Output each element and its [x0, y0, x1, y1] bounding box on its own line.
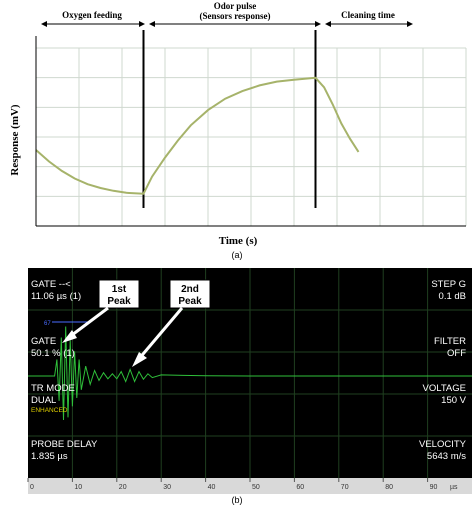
- probe-delay-label: PROBE DELAY: [31, 439, 98, 450]
- tr-mode-value: DUAL: [31, 395, 56, 406]
- scope-tick-label-0: 0: [30, 484, 34, 491]
- callout-arrowhead-first: [62, 330, 77, 343]
- voltage-label: VOLTAGE: [423, 383, 466, 394]
- callout-first-line1: 1st: [112, 284, 127, 295]
- callout-box-second: [169, 279, 211, 309]
- step-label: STEP G: [431, 279, 466, 290]
- panel-b-ultrasonic-screen: 67 GATE --< 11.06 µs (1) GATE 50.1 % (1)…: [27, 268, 472, 505]
- tr-mode-sub: ENHANCED: [31, 407, 68, 414]
- probe-delay-value: 1.835 µs: [31, 451, 68, 462]
- callout-box-first: [98, 279, 140, 309]
- scope-grid: [28, 268, 472, 478]
- gate1-value: 11.06 µs (1): [31, 291, 81, 302]
- phase-label-odor-sub: (Sensors response): [199, 11, 270, 21]
- phase-label-oxygen: Oxygen feeding: [62, 10, 122, 20]
- velocity-value: 5643 m/s: [427, 451, 466, 462]
- phase-boundary-lines: [142, 30, 317, 208]
- panel-a-caption: (a): [232, 250, 243, 260]
- panel-a-x-label: Time (s): [219, 235, 258, 247]
- callout-second-line2: Peak: [178, 296, 202, 307]
- scope-tick-label-9: 90: [430, 484, 438, 491]
- gate-marker-label: 67: [44, 321, 51, 327]
- scope-tick-label-2: 20: [119, 484, 127, 491]
- scope-tick-label-4: 40: [208, 484, 216, 491]
- step-value: 0.1 dB: [439, 291, 466, 302]
- scope-x-ticks: 0 10 20 30 40 50 60 70 80 90: [27, 478, 438, 491]
- velocity-label: VELOCITY: [419, 439, 467, 450]
- scope-tick-label-8: 80: [385, 484, 393, 491]
- callout-second-line1: 2nd: [181, 284, 199, 295]
- scope-tick-label-5: 50: [252, 484, 260, 491]
- scope-x-axis-strip: [28, 478, 472, 494]
- voltage-value: 150 V: [441, 395, 466, 406]
- scope-tick-label-6: 60: [296, 484, 304, 491]
- echo-signal: [28, 326, 472, 421]
- gate1-label: GATE --<: [31, 279, 71, 290]
- panel-a-y-label: Response (mV): [9, 104, 21, 176]
- scope-x-unit: µs: [450, 484, 458, 491]
- filter-value: OFF: [447, 348, 466, 359]
- scope-tick-label-3: 30: [163, 484, 171, 491]
- panel-a-response-chart: Oxygen feeding Odor pulse (Sensors respo…: [9, 1, 467, 260]
- gate2-value: 50.1 % (1): [31, 348, 75, 359]
- gate2-label: GATE: [31, 336, 56, 347]
- callout-first-peak: 1st Peak: [62, 279, 140, 343]
- right-readouts: STEP G 0.1 dB FILTER OFF VOLTAGE 150 V V…: [419, 279, 467, 462]
- scope-tick-label-1: 10: [74, 484, 82, 491]
- panel-b-caption: (b): [232, 495, 243, 505]
- left-readouts: GATE --< 11.06 µs (1) GATE 50.1 % (1) TR…: [31, 279, 98, 462]
- callout-arrowhead-second: [132, 352, 147, 367]
- panel-a-grid: [36, 47, 467, 226]
- phase-label-cleaning: Cleaning time: [341, 10, 395, 20]
- callout-second-peak: 2nd Peak: [132, 279, 211, 367]
- filter-label: FILTER: [434, 336, 466, 347]
- callout-arrow-second: [136, 307, 184, 361]
- phase-annotations: Oxygen feeding Odor pulse (Sensors respo…: [41, 1, 413, 27]
- scope-tick-label-7: 70: [341, 484, 349, 491]
- tr-mode-label: TR MODE: [31, 383, 75, 394]
- phase-label-odor: Odor pulse: [214, 1, 257, 11]
- response-curve: [35, 76, 360, 195]
- callout-arrow-first: [67, 306, 109, 340]
- callout-first-line2: Peak: [107, 296, 131, 307]
